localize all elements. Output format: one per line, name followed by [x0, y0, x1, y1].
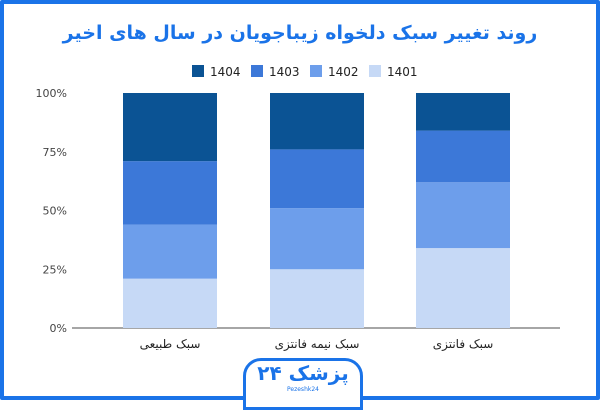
legend-label: 1404 [210, 65, 241, 79]
bar-segment-1401 [416, 248, 510, 328]
bar-segment-1401 [123, 278, 217, 328]
bar-segment-1402 [123, 224, 217, 279]
y-tick-label: 75% [43, 146, 67, 159]
y-tick-label: 50% [43, 205, 67, 218]
legend-label: 1402 [328, 65, 359, 79]
legend-swatch-1404 [192, 65, 204, 77]
logo-subtext: Pezeshk24 [287, 386, 319, 393]
pezeshk24-logo: پزشک ۲۴ Pezeshk24 [243, 358, 363, 410]
chart-title: روند تغییر سبک دلخواه زیباجویان در سال ه… [62, 22, 538, 44]
stacked-bar-chart: 0% 25% 50% 75% 100% سبک طبیعی سبک نیمه فانتزی س… [36, 65, 560, 352]
y-tick-label: 25% [43, 263, 67, 276]
legend-label: 1403 [269, 65, 300, 79]
x-tick-label: سبک طبیعی [140, 337, 201, 351]
legend-swatch-1402 [310, 65, 322, 77]
bar-segment-1404 [270, 93, 364, 150]
bar-segment-1403 [270, 149, 364, 209]
y-tick-label: 0% [50, 322, 67, 335]
bar-segment-1403 [416, 130, 510, 183]
legend-swatch-1401 [369, 65, 381, 77]
legend-label: 1401 [387, 65, 418, 79]
bar-segment-1404 [123, 93, 217, 162]
bar-segment-1404 [416, 93, 510, 131]
x-tick-label: سبک نیمه فانتزی [275, 337, 360, 352]
bar-segment-1403 [123, 161, 217, 225]
x-tick-label: سبک فانتزی [433, 337, 494, 352]
bar-segment-1402 [270, 208, 364, 270]
legend-swatch-1403 [251, 65, 263, 77]
logo-text: پزشک ۲۴ [257, 361, 349, 385]
bar-segment-1402 [416, 182, 510, 249]
y-tick-label: 100% [36, 87, 67, 100]
bar-segment-1401 [270, 269, 364, 328]
